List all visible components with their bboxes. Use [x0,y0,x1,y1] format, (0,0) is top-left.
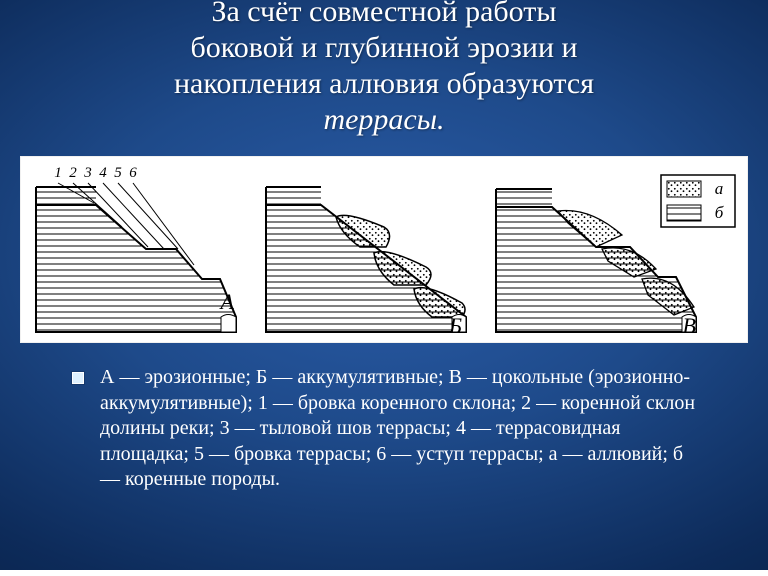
svg-text:а: а [715,179,724,198]
svg-text:5: 5 [114,165,122,181]
svg-text:Б: Б [448,313,462,338]
caption-text: А — эрозионные; Б — аккумулятивные; В — … [100,366,695,490]
svg-text:6: 6 [129,165,137,181]
bullet-icon [72,372,84,384]
title-line1: За счёт совместной работы [211,0,556,28]
caption-list: А — эрозионные; Б — аккумулятивные; В — … [60,365,708,493]
svg-text:В: В [683,313,696,338]
title-italic: террасы. [323,103,444,136]
svg-text:А: А [219,289,235,314]
figure-svg: 123456 А Б Ваб [21,157,747,340]
svg-text:4: 4 [99,165,107,181]
svg-text:1: 1 [54,165,62,181]
svg-text:б: б [715,203,724,222]
slide: За счёт совместной работы боковой и глуб… [0,0,768,570]
terraces-figure: 123456 А Б Ваб [20,156,748,343]
svg-text:3: 3 [83,165,92,181]
svg-text:2: 2 [69,165,77,181]
title-line3: накопления аллювия образуются [174,67,594,100]
title-line2: боковой и глубинной эрозии и [190,31,577,64]
slide-title: За счёт совместной работы боковой и глуб… [0,0,768,138]
caption-item: А — эрозионные; Б — аккумулятивные; В — … [100,365,708,493]
